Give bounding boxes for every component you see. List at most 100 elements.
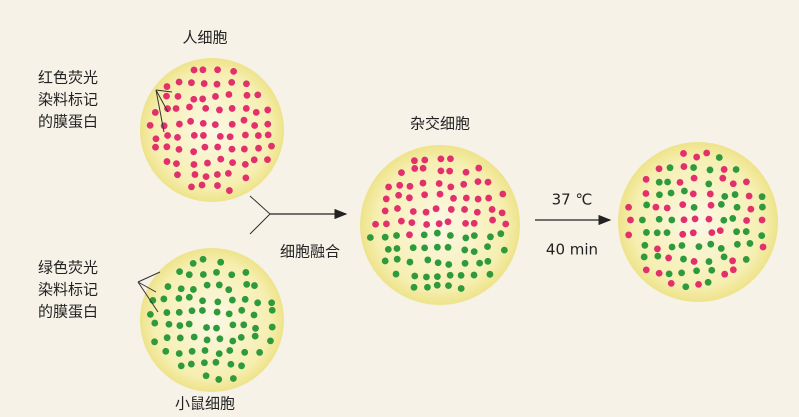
protein-dot (462, 168, 470, 176)
protein-dot (435, 220, 443, 228)
protein-dot (164, 132, 171, 139)
mouse-label-line: 染料标记 (38, 281, 98, 299)
protein-dot (242, 131, 249, 139)
protein-dot (489, 216, 496, 224)
protein-dot (251, 282, 258, 289)
protein-dot (656, 191, 663, 199)
protein-dot (188, 79, 195, 87)
protein-dot (152, 143, 159, 151)
protein-dot (729, 266, 737, 274)
protein-dot (199, 297, 206, 305)
protein-dot (215, 350, 223, 358)
protein-dot (434, 273, 441, 281)
protein-dot (460, 180, 468, 188)
protein-dot (393, 232, 400, 239)
protein-dot (174, 133, 181, 141)
protein-dot (396, 181, 404, 189)
protein-dot (411, 165, 419, 172)
protein-dot (484, 178, 492, 186)
protein-dot (254, 299, 262, 307)
protein-dot (743, 217, 750, 224)
protein-dot (215, 376, 223, 383)
protein-dot (667, 189, 675, 197)
protein-dot (228, 105, 236, 112)
protein-dot (226, 133, 234, 141)
protein-dot (201, 347, 209, 354)
protein-dot (381, 257, 389, 265)
protein-dot (643, 229, 650, 236)
protein-dot (462, 219, 469, 227)
protein-dot (499, 190, 507, 198)
protein-dot (268, 306, 276, 314)
protein-dot (638, 216, 646, 224)
protein-dot (421, 244, 429, 252)
protein-dot (254, 91, 262, 99)
protein-dot (385, 183, 392, 191)
protein-dot (668, 216, 676, 224)
protein-dot (242, 269, 250, 276)
mouse-cell-title: 小鼠细胞 (175, 395, 235, 413)
protein-dot (462, 194, 470, 202)
protein-dot (267, 337, 274, 345)
protein-dot (228, 78, 236, 86)
protein-dot (176, 334, 184, 342)
protein-dot (204, 159, 211, 167)
protein-dot (720, 216, 728, 224)
protein-dot (228, 145, 236, 153)
protein-dot (729, 257, 737, 265)
protein-dot (680, 150, 687, 157)
protein-dot (732, 166, 740, 173)
protein-dot (213, 308, 221, 316)
protein-dot (213, 268, 220, 276)
protein-dot (397, 217, 405, 225)
protein-dot (422, 208, 430, 216)
protein-dot (198, 181, 206, 189)
protein-dot (678, 269, 686, 277)
protein-dot (457, 285, 465, 292)
protein-dot (214, 66, 221, 74)
protein-dot (406, 194, 413, 202)
protein-dot (667, 279, 675, 287)
protein-dot (393, 245, 401, 252)
protein-dot (409, 208, 417, 215)
protein-dot (705, 215, 713, 223)
protein-dot (225, 310, 233, 318)
protein-dot (716, 227, 724, 235)
protein-dot (203, 324, 210, 331)
protein-dot (707, 201, 715, 209)
protein-dot (256, 349, 264, 356)
protein-dot (200, 359, 208, 367)
protein-dot (252, 108, 260, 116)
protein-dot (187, 360, 195, 368)
protein-dot (664, 178, 671, 186)
protein-dot (715, 154, 723, 161)
protein-dot (680, 255, 687, 263)
protein-dot (474, 195, 482, 203)
protein-dot (733, 228, 740, 236)
protein-dot (411, 272, 419, 280)
protein-dot (224, 169, 232, 177)
protein-dot (470, 232, 478, 240)
protein-dot (433, 281, 441, 289)
protein-dot (174, 171, 181, 179)
protein-dot (242, 105, 250, 112)
protein-dot (189, 286, 197, 293)
human-label-line: 染料标记 (38, 91, 98, 109)
protein-dot (227, 360, 235, 368)
protein-dot (717, 245, 725, 252)
protein-dot (199, 95, 207, 103)
protein-dot (446, 271, 454, 279)
protein-dot (202, 372, 210, 380)
protein-dot (625, 203, 632, 211)
protein-dot (173, 160, 180, 168)
human-cell-title: 人细胞 (182, 29, 227, 47)
protein-dot (500, 246, 508, 254)
protein-dot (163, 309, 171, 316)
protein-dot (421, 191, 429, 199)
protein-dot (409, 244, 417, 252)
protein-dot (174, 92, 182, 100)
protein-dot (406, 182, 414, 190)
protein-dot (733, 240, 741, 248)
protein-dot (225, 286, 233, 294)
protein-dot (201, 143, 209, 151)
